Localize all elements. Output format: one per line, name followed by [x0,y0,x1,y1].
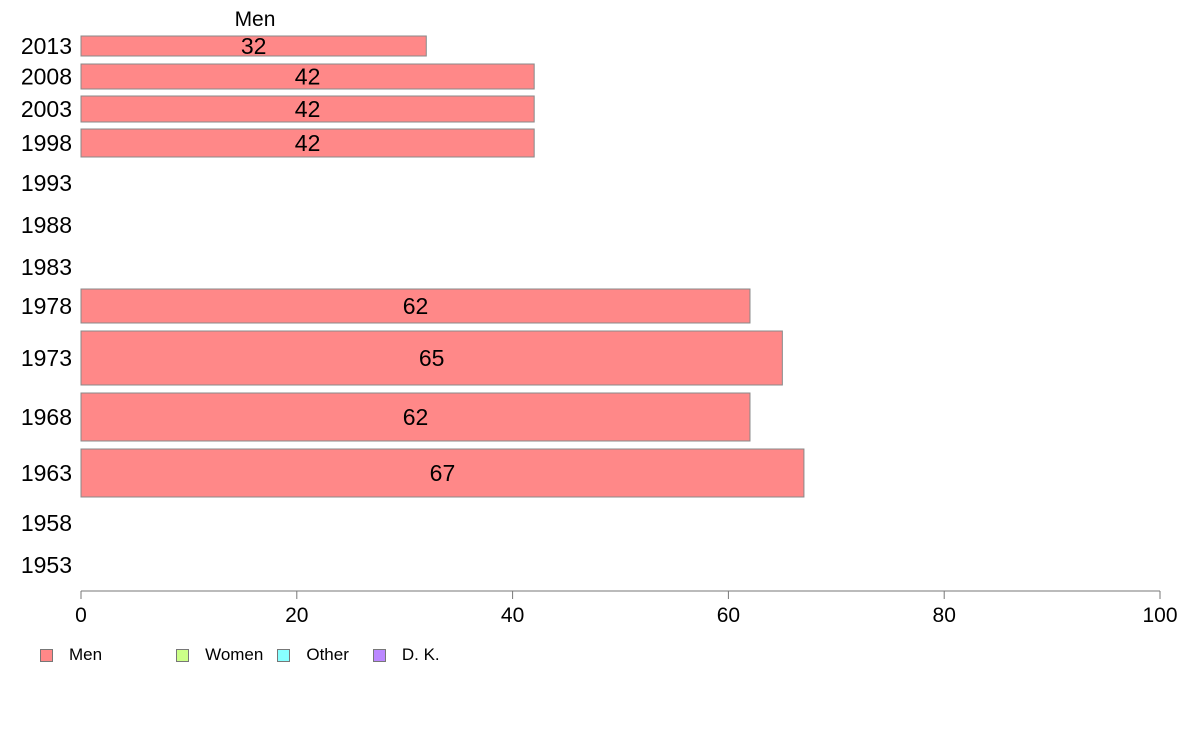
category-label: 1953 [21,552,72,578]
x-axis: 0 20 40 60 80 100 [75,590,1178,627]
legend-label-other: Other [306,645,349,664]
legend-swatch-men [40,648,53,662]
legend-label-women: Women [205,645,264,664]
category-label: 1988 [21,212,72,238]
x-tick-label: 60 [717,604,740,627]
bar [80,392,751,442]
legend: Men Women Other D. K. [40,645,464,665]
legend-swatch-women [176,648,190,662]
x-tick-label: 80 [933,604,956,627]
legend-label-dk: D. K. [401,645,440,664]
bar [80,35,427,57]
category-label: 1978 [21,293,72,319]
legend-item-women: Women [176,645,263,665]
category-label: 1983 [21,254,72,280]
bar-value-label: 67 [430,460,456,486]
bar [80,63,535,90]
bar-value-label: 42 [295,130,321,156]
legend-swatch-dk [372,648,386,662]
category-label: 1993 [21,170,72,196]
category-label: 1998 [21,130,72,156]
x-tick-label: 0 [75,604,87,627]
bar-value-label: 42 [295,96,321,122]
bar-value-label: 42 [295,64,321,90]
series-title: Men [235,8,276,31]
category-label: 2013 [21,33,72,59]
category-label: 2008 [21,64,72,90]
category-label: 1963 [21,460,72,486]
category-label: 1968 [21,404,72,430]
bar-value-label: 32 [241,33,267,59]
legend-item-men: Men [40,645,102,665]
bar-chart: Men 32 42 42 42 62 65 62 67 2013 2008 2003 1998 199… [21,8,1178,627]
bars-layer: 32 42 42 42 62 65 62 67 [80,33,805,498]
bar [80,128,535,158]
bar-value-label: 62 [403,404,429,430]
legend-item-other: Other [277,645,349,665]
bar [80,288,751,324]
legend-item-dk: D. K. [372,645,440,665]
x-tick-label: 100 [1142,604,1177,627]
bar [80,330,783,386]
category-labels: 2013 2008 2003 1998 1993 1988 1983 1978 1973 1968… [21,33,72,578]
category-label: 1958 [21,510,72,536]
bar-value-label: 62 [403,293,429,319]
bar [80,448,805,498]
category-label: 1973 [21,345,72,371]
x-tick-label: 20 [285,604,308,627]
x-tick-label: 40 [501,604,524,627]
legend-label-men: Men [69,645,103,664]
legend-swatch-other [277,648,291,662]
category-label: 2003 [21,96,72,122]
bar-value-label: 65 [419,345,445,371]
bar [80,95,535,123]
